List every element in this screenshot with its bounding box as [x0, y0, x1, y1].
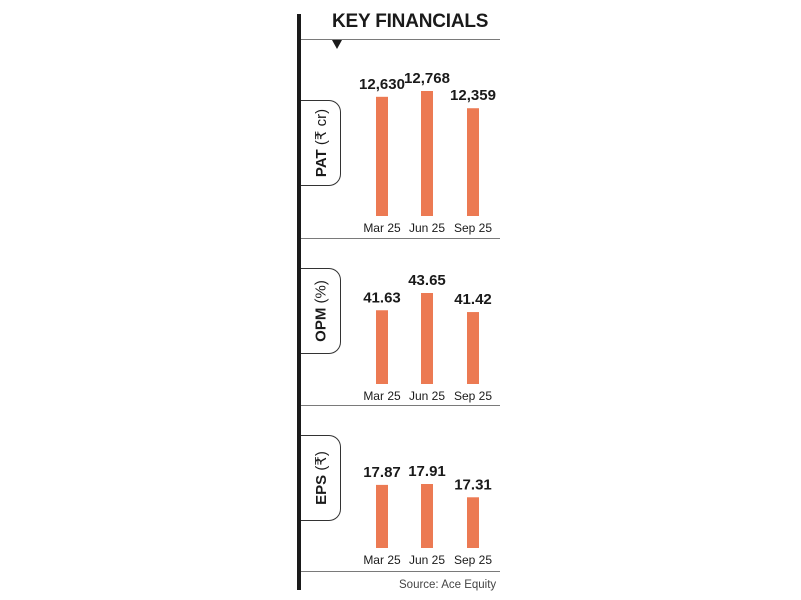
eps-value-label: 17.31	[454, 476, 492, 493]
pat-value-label: 12,359	[450, 87, 496, 104]
eps-bar	[376, 484, 388, 548]
eps-category-label: Sep 25	[454, 553, 492, 567]
pat-bar	[467, 108, 479, 216]
eps-category-label: Mar 25	[363, 553, 401, 567]
opm-divider	[301, 405, 500, 406]
opm-value-label: 41.63	[363, 289, 401, 306]
opm-bar	[467, 312, 479, 384]
eps-value-label: 17.91	[408, 463, 446, 480]
pat-axis-label-box: PAT (₹ cr)	[301, 100, 341, 186]
eps-value-label: 17.87	[363, 464, 401, 481]
pat-divider	[301, 238, 500, 239]
chart-title: KEY FINANCIALS	[332, 11, 489, 32]
opm-bar	[376, 310, 388, 384]
pat-bar	[376, 96, 388, 216]
eps-category-label: Jun 25	[409, 553, 445, 567]
opm-category-label: Sep 25	[454, 389, 492, 403]
pat-category-label: Sep 25	[454, 221, 492, 235]
pointer-triangle-icon	[332, 40, 342, 49]
eps-divider	[301, 571, 500, 572]
opm-bar	[421, 293, 433, 384]
eps-axis-label-box: EPS (₹)	[301, 435, 341, 521]
opm-value-label: 43.65	[408, 272, 446, 289]
opm-category-label: Mar 25	[363, 389, 401, 403]
pat-category-label: Jun 25	[409, 221, 445, 235]
pat-category-label: Mar 25	[363, 221, 401, 235]
eps-bar	[467, 497, 479, 548]
source-note: Source: Ace Equity	[399, 579, 497, 591]
title-rule	[301, 39, 500, 40]
opm-axis-label-box: OPM (%)	[301, 268, 341, 354]
opm-category-label: Jun 25	[409, 389, 445, 403]
pat-value-label: 12,768	[404, 70, 450, 87]
pat-value-label: 12,630	[359, 76, 405, 93]
opm-value-label: 41.42	[454, 291, 492, 308]
left-vertical-rule	[297, 14, 301, 590]
pat-bar	[421, 91, 433, 216]
eps-bar	[421, 484, 433, 548]
